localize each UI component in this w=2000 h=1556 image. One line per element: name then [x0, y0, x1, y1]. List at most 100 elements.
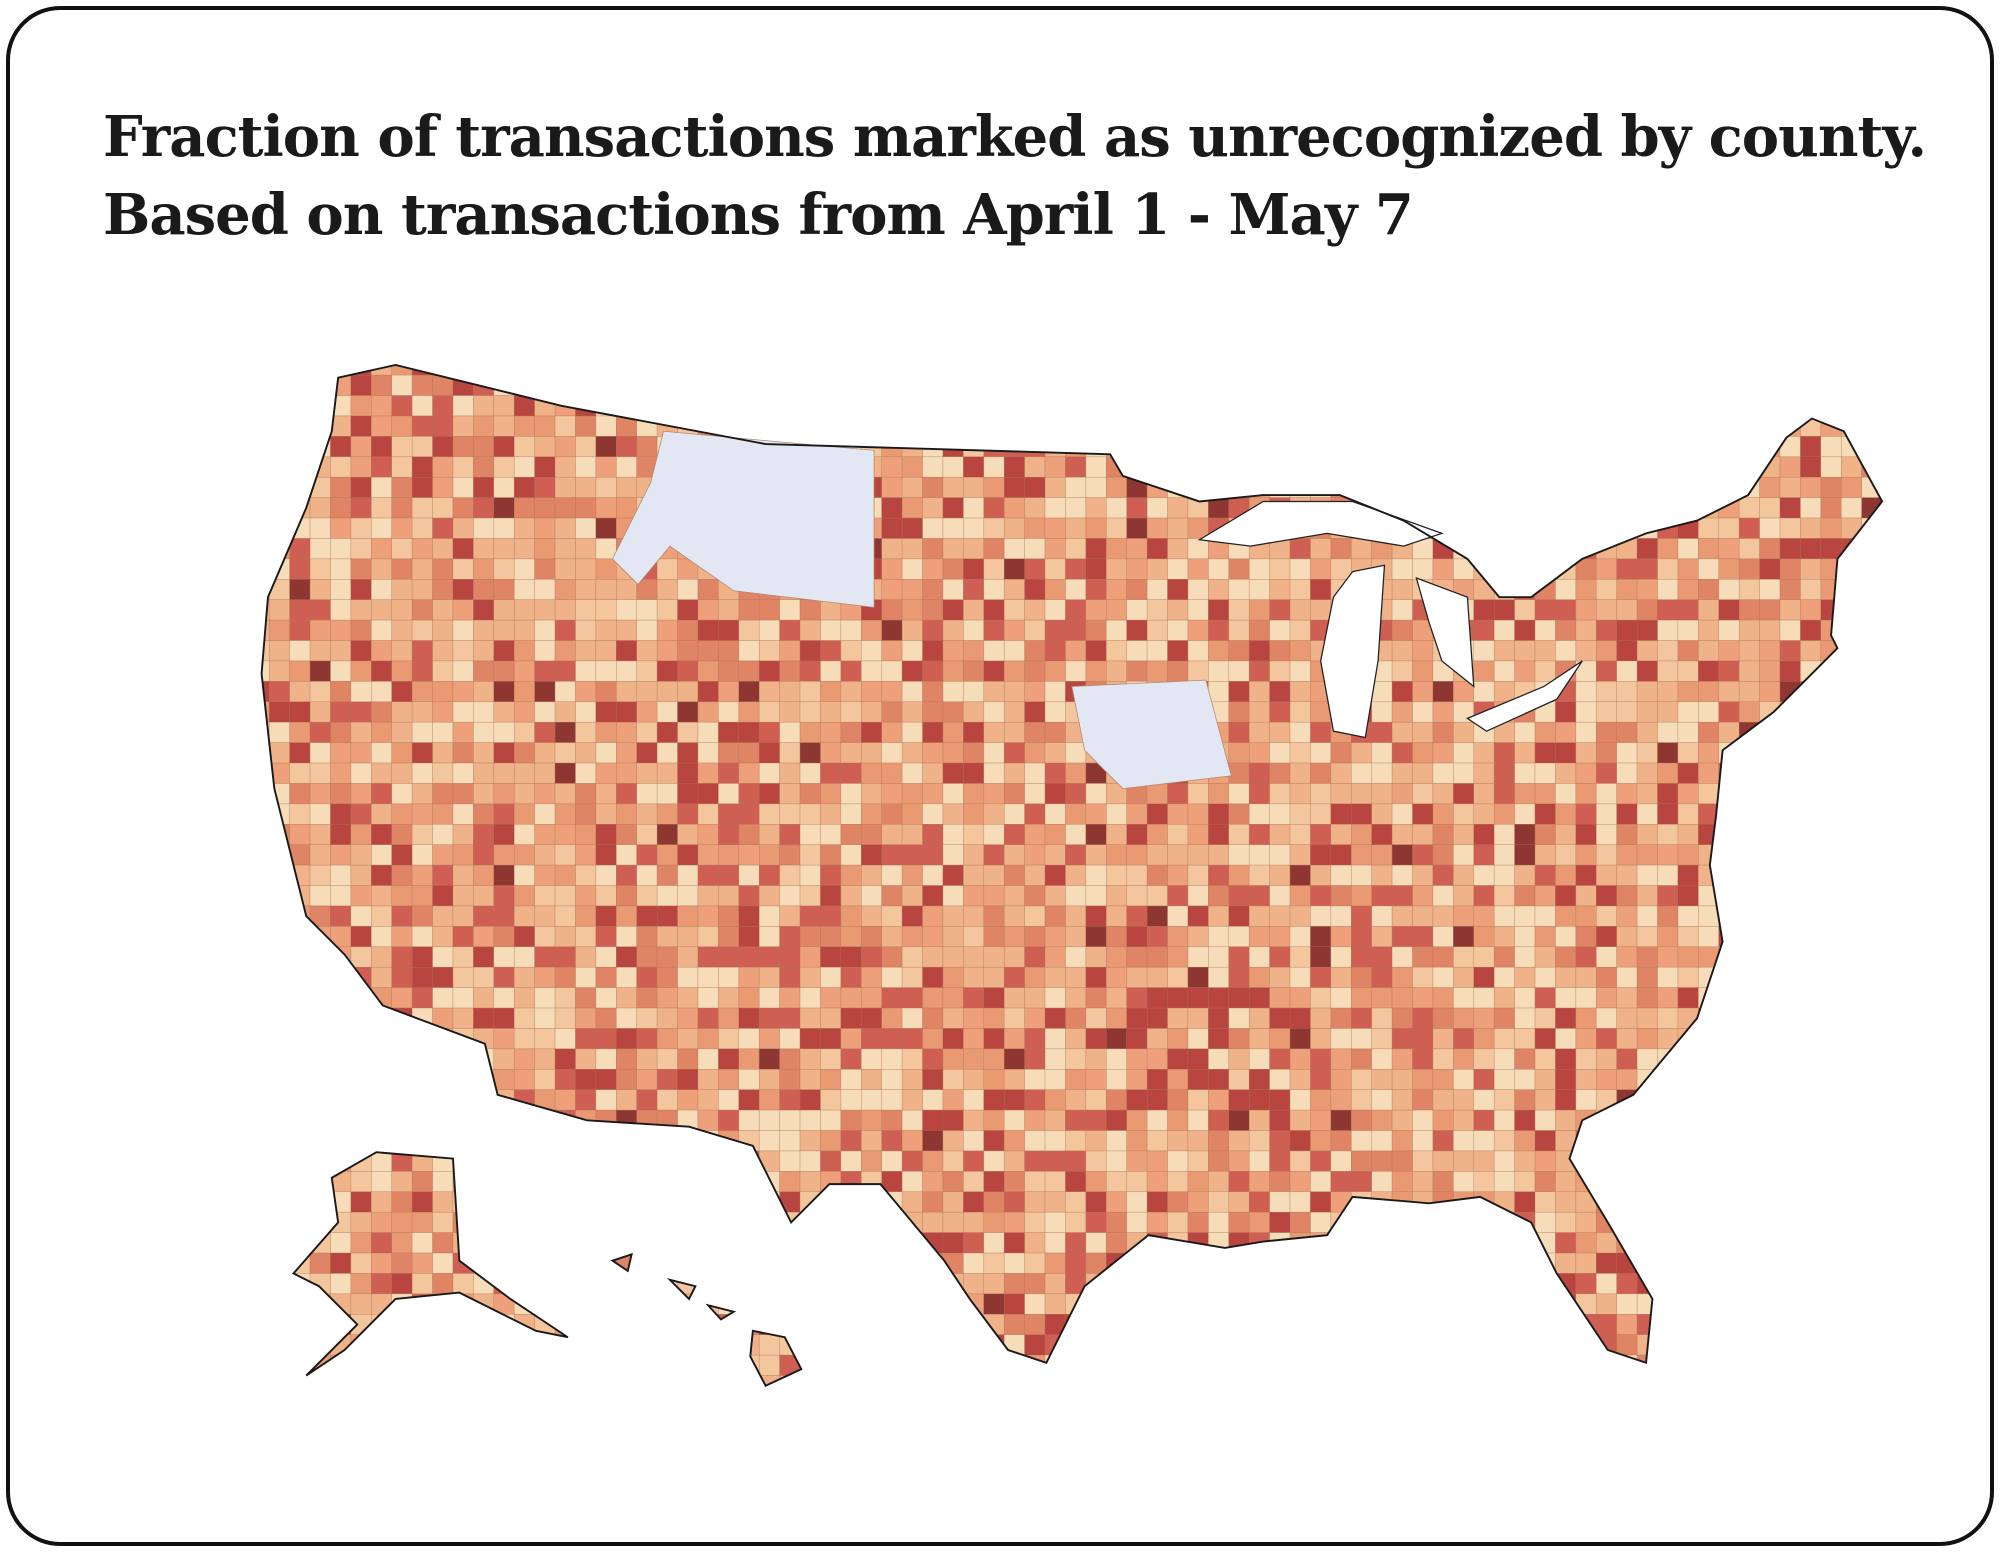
county-tile [1453, 1171, 1475, 1193]
county-tile [1228, 640, 1250, 662]
county-tile [330, 476, 352, 498]
county-tile [1003, 946, 1025, 968]
county-tile [1085, 803, 1107, 825]
county-tile [861, 864, 882, 886]
county-tile [963, 824, 985, 845]
county-tile [1596, 1273, 1617, 1295]
county-tile [1473, 1109, 1495, 1131]
county-tile [636, 803, 658, 825]
county-tile [289, 558, 311, 580]
county-tile [1432, 1089, 1454, 1111]
county-tile [922, 1191, 944, 1213]
county-tile [1473, 803, 1495, 825]
county-tile [1412, 742, 1434, 764]
county-tile [1228, 1028, 1250, 1050]
county-tile [1432, 926, 1454, 948]
county-tile [554, 762, 576, 784]
county-tile [1718, 517, 1740, 539]
county-tile [1596, 762, 1617, 784]
county-tile [1738, 599, 1760, 621]
county-tile [963, 1028, 985, 1050]
county-tile [1065, 1089, 1087, 1111]
county-tile [1330, 742, 1352, 764]
county-tile [1106, 966, 1127, 988]
county-tile [1167, 987, 1189, 1009]
county-tile [1003, 1069, 1025, 1090]
county-tile [1187, 1028, 1209, 1050]
county-tile [656, 558, 678, 580]
county-tile [1575, 640, 1597, 662]
county-tile [1473, 1028, 1495, 1050]
county-tile [1351, 844, 1372, 866]
county-tile [1351, 1028, 1372, 1050]
county-tile [1024, 599, 1046, 621]
county-tile [1575, 864, 1597, 886]
county-tile [1106, 1109, 1127, 1131]
county-tile [718, 701, 740, 723]
county-tile [718, 803, 740, 825]
county-tile [289, 660, 311, 682]
county-tile [1555, 599, 1577, 621]
county-tile [493, 721, 515, 743]
county-tile [636, 926, 658, 948]
county-tile [371, 762, 392, 784]
county-tile [309, 783, 331, 805]
county-tile [758, 824, 780, 845]
county-tile [963, 1211, 985, 1233]
county-tile [1248, 1171, 1270, 1193]
county-tile [1514, 885, 1536, 907]
county-tile [1800, 619, 1822, 641]
county-tile [1841, 476, 1862, 498]
county-tile [677, 1007, 699, 1029]
county-tile [1371, 824, 1393, 845]
county-tile [371, 803, 392, 825]
county-tile [1248, 660, 1270, 682]
county-tile [697, 885, 719, 907]
county-tile [881, 558, 903, 580]
county-tile [901, 558, 923, 580]
county-tile [1514, 762, 1536, 784]
county-tile [1330, 1109, 1352, 1131]
county-tile [697, 660, 719, 682]
county-tile [1167, 497, 1189, 519]
county-tile [330, 558, 352, 580]
county-tile [1228, 1171, 1250, 1193]
county-tile [554, 966, 576, 988]
county-tile [1391, 721, 1413, 743]
county-tile [513, 476, 535, 498]
county-tile [1146, 824, 1168, 845]
county-tile [1044, 579, 1066, 600]
county-tile [1167, 558, 1189, 580]
county-tile [309, 579, 331, 600]
county-tile [922, 762, 944, 784]
county-tile [513, 497, 535, 519]
county-tile [697, 905, 719, 927]
county-tile [1596, 905, 1617, 927]
county-tile [1391, 1069, 1413, 1090]
county-tile [534, 742, 556, 764]
county-tile [1024, 844, 1046, 866]
county-tile [636, 619, 658, 641]
county-tile [595, 599, 617, 621]
county-tile [677, 1089, 699, 1111]
county-tile [1003, 1191, 1025, 1213]
county-tile [371, 558, 392, 580]
county-tile [1575, 1232, 1597, 1254]
county-tile [1024, 517, 1046, 539]
county-tile [901, 926, 923, 948]
county-tile [758, 864, 780, 886]
county-tile [1493, 1150, 1515, 1172]
county-tile [493, 517, 515, 539]
county-tile [554, 987, 576, 1009]
county-tile [534, 517, 556, 539]
county-tile [534, 701, 556, 723]
county-tile [758, 640, 780, 662]
county-tile [840, 1007, 862, 1029]
county-tile [922, 1089, 944, 1111]
county-tile [534, 1028, 556, 1050]
county-tile [861, 824, 882, 845]
county-tile [616, 824, 637, 845]
county-tile [452, 456, 474, 478]
county-tile [513, 681, 535, 703]
county-tile [309, 599, 331, 621]
